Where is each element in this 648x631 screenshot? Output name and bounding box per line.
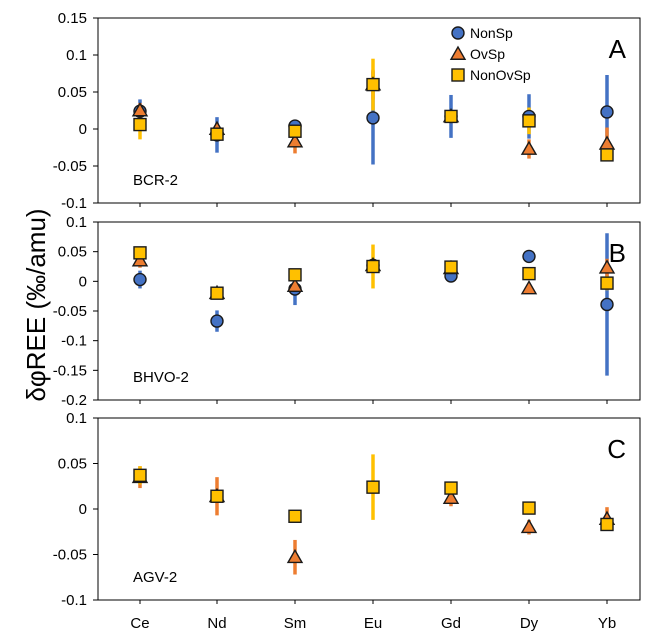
panel-c: 0.1 0.05 0 -0.05 -0.1 C AGV-2 bbox=[53, 410, 641, 609]
marker-nonovsp-sm bbox=[288, 124, 302, 138]
marker-ovsp-gd bbox=[442, 489, 460, 505]
marker-nonovsp-ce bbox=[133, 468, 147, 483]
marker-nonovsp-dy bbox=[522, 266, 536, 281]
marker-nonovsp-dy bbox=[522, 114, 536, 128]
marker-ovsp-yb bbox=[598, 259, 616, 274]
marker-nonsp-ce bbox=[133, 272, 147, 287]
y-tick-label: 0.1 bbox=[66, 47, 87, 64]
marker-nonsp-dy bbox=[522, 249, 536, 264]
y-tick-label: -0.1 bbox=[61, 333, 87, 350]
marker-nonovsp-ce bbox=[133, 246, 147, 260]
marker-nonovsp-nd bbox=[210, 286, 224, 300]
marker-nonovsp-nd bbox=[210, 127, 224, 141]
x-category-label: Yb bbox=[598, 615, 616, 631]
marker-ovsp-sm bbox=[286, 548, 304, 564]
marker-nonovsp-yb bbox=[600, 276, 614, 290]
marker-nonsp-yb bbox=[600, 297, 614, 312]
plot-frame bbox=[97, 17, 641, 204]
marker-nonovsp-yb bbox=[600, 517, 614, 532]
panel-letter: B bbox=[609, 238, 626, 268]
y-tick-label: 0.15 bbox=[58, 10, 87, 27]
sample-label: BHVO-2 bbox=[133, 369, 189, 386]
marker-ovsp-dy bbox=[520, 140, 538, 155]
marker-nonovsp-ce bbox=[133, 117, 147, 132]
marker-nonovsp-gd bbox=[444, 481, 458, 495]
marker-nonovsp-eu bbox=[366, 77, 380, 92]
y-tick-label: 0 bbox=[79, 121, 87, 138]
legend-label: NonOvSp bbox=[470, 67, 531, 83]
y-tick-label: -0.1 bbox=[61, 592, 87, 609]
marker-nonovsp-sm bbox=[288, 509, 302, 523]
marker-nonovsp-gd bbox=[444, 260, 458, 274]
x-category-label: Nd bbox=[207, 615, 226, 631]
x-category-label: Gd bbox=[441, 615, 461, 631]
legend-label: OvSp bbox=[470, 46, 505, 62]
y-tick-label: 0.05 bbox=[58, 244, 87, 261]
marker-ovsp-sm bbox=[286, 277, 304, 293]
y-tick-label: -0.2 bbox=[61, 392, 87, 409]
marker-nonsp-eu bbox=[366, 111, 380, 125]
legend-marker-ovsp bbox=[449, 45, 467, 60]
y-tick-label: 0.05 bbox=[58, 456, 87, 473]
marker-nonsp-nd bbox=[210, 314, 224, 328]
y-tick-label: -0.05 bbox=[53, 547, 87, 564]
panel-a: 0.15 0.1 0.05 0 -0.05 -0.1 A BCR-2 bbox=[53, 10, 641, 212]
marker-nonovsp-dy bbox=[522, 501, 536, 515]
marker-nonsp-yb bbox=[600, 105, 614, 119]
panel-b: 0.1 0.05 0 -0.05 -0.1 -0.15 -0.2 B BHVO-2 bbox=[53, 214, 641, 409]
y-tick-label: -0.05 bbox=[53, 158, 87, 175]
marker-ovsp-ce bbox=[131, 252, 149, 267]
legend-label: NonSp bbox=[470, 25, 513, 41]
marker-nonovsp-eu bbox=[366, 259, 380, 274]
legend: NonSp OvSp NonOvSp bbox=[449, 25, 531, 83]
legend-marker-nonsp bbox=[451, 26, 465, 40]
y-tick-label: 0 bbox=[79, 273, 87, 290]
sample-label: AGV-2 bbox=[133, 569, 177, 586]
marker-ovsp-ce bbox=[131, 102, 149, 117]
marker-ovsp-dy bbox=[520, 280, 538, 295]
y-axis-label: δφREE (‰/amu) bbox=[21, 208, 51, 401]
y-tick-label: -0.1 bbox=[61, 195, 87, 212]
marker-nonovsp-yb bbox=[600, 148, 614, 162]
panel-letter: C bbox=[607, 434, 626, 464]
y-tick-label: -0.05 bbox=[53, 303, 87, 320]
x-category-label: Ce bbox=[130, 615, 149, 631]
marker-nonovsp-nd bbox=[210, 489, 224, 503]
y-tick-label: 0 bbox=[79, 501, 87, 518]
panel-letter: A bbox=[609, 34, 627, 64]
sample-label: BCR-2 bbox=[133, 172, 178, 189]
y-tick-label: -0.15 bbox=[53, 362, 87, 379]
marker-nonovsp-sm bbox=[288, 268, 302, 282]
marker-ovsp-yb bbox=[598, 135, 616, 150]
y-tick-label: 0.1 bbox=[66, 410, 87, 427]
marker-ovsp-sm bbox=[286, 133, 304, 148]
x-category-label: Dy bbox=[520, 615, 539, 631]
marker-nonovsp-eu bbox=[366, 480, 380, 494]
plot-frame bbox=[97, 417, 641, 601]
marker-ovsp-dy bbox=[520, 518, 538, 534]
x-category-label: Sm bbox=[284, 615, 307, 631]
marker-nonovsp-gd bbox=[444, 109, 458, 124]
y-tick-label: 0.05 bbox=[58, 84, 87, 101]
y-tick-label: 0.1 bbox=[66, 214, 87, 231]
x-category-label: Eu bbox=[364, 615, 382, 631]
legend-marker-nonovsp bbox=[451, 68, 465, 82]
